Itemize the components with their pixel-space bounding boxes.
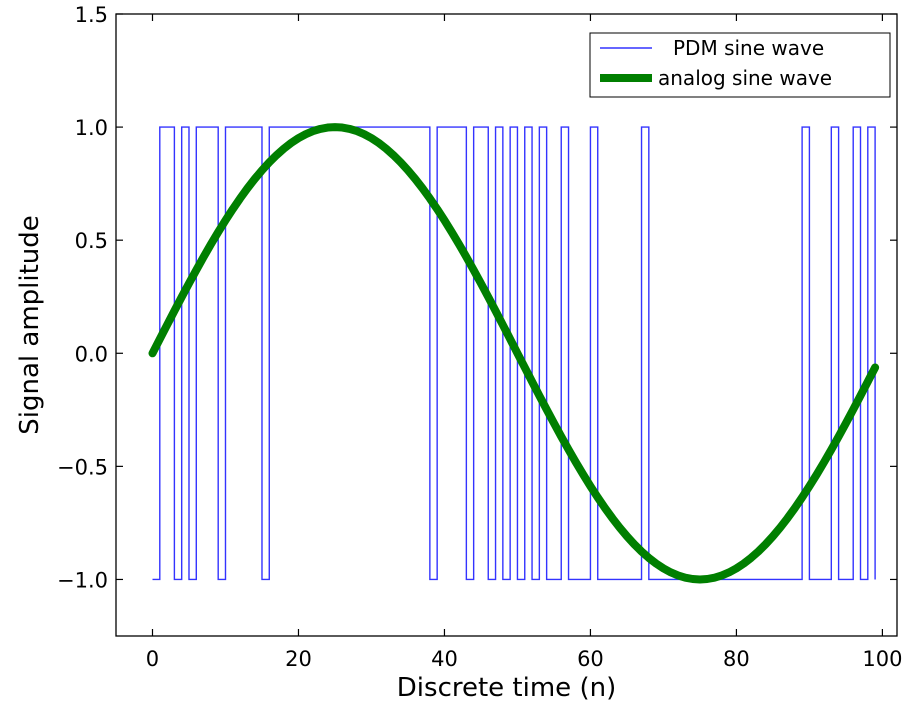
plot-frame xyxy=(115,13,898,637)
y-tick-label: 0.0 xyxy=(75,342,108,366)
x-tick-label: 40 xyxy=(431,647,458,671)
x-tick-label: 100 xyxy=(862,647,902,671)
legend-box xyxy=(589,32,891,98)
series-layer xyxy=(148,123,880,584)
series-line-analog xyxy=(148,123,880,584)
y-tick-label: −1.0 xyxy=(57,568,108,592)
legend-label-analog: analog sine wave xyxy=(658,66,832,90)
x-tick-label: 80 xyxy=(723,647,750,671)
ticks-layer: 0 20 40 60 80 100 −1.0 −0.5 0.0 0.5 1.0 1.5 xyxy=(57,3,902,671)
y-tick-label: 1.0 xyxy=(75,116,108,140)
x-tick-label: 60 xyxy=(577,647,604,671)
legend-label-pdm: PDM sine wave xyxy=(673,36,824,60)
y-tick-label: 1.5 xyxy=(75,3,108,27)
y-axis-label: Signal amplitude xyxy=(15,215,45,435)
x-tick-label: 0 xyxy=(146,647,159,671)
y-tick-label: −0.5 xyxy=(57,455,108,479)
x-tick-label: 20 xyxy=(285,647,312,671)
x-axis-label: Discrete time (n) xyxy=(397,673,616,703)
y-tick-label: 0.5 xyxy=(75,229,108,253)
legend: PDM sine wave analog sine wave xyxy=(589,32,891,98)
